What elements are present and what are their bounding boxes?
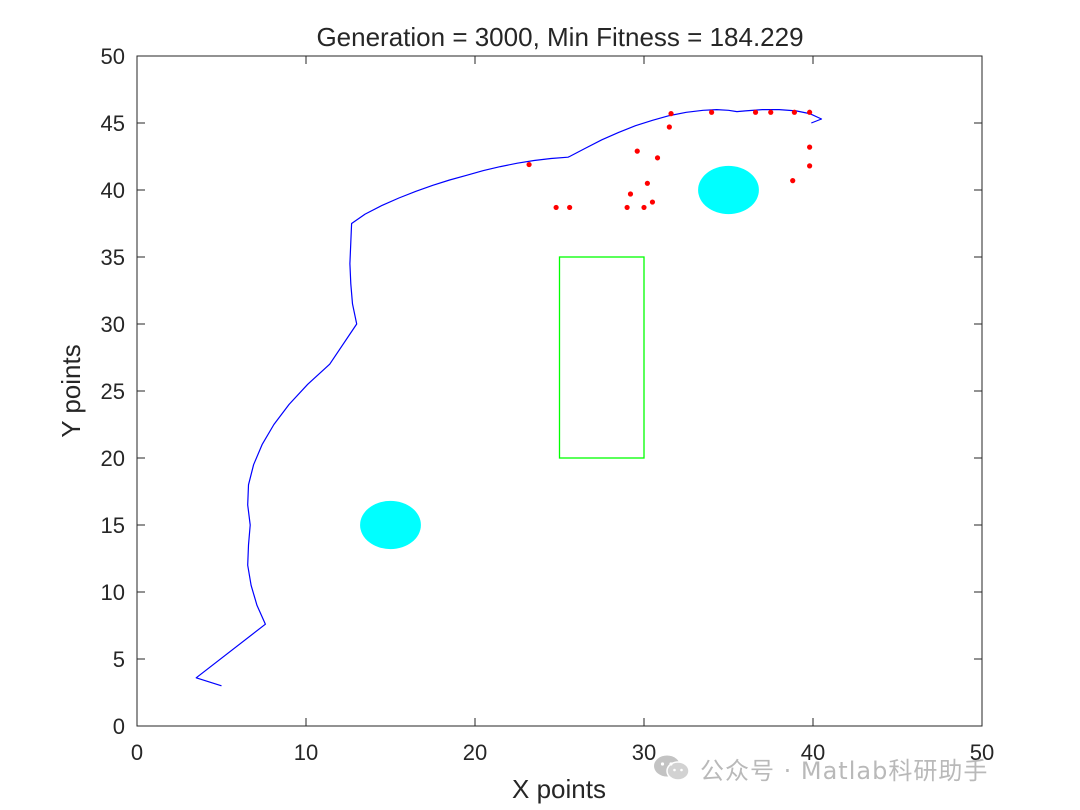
path-line: [195, 108, 823, 687]
y-tick-label: 30: [101, 312, 125, 337]
y-tick-label: 45: [101, 111, 125, 136]
waypoint-3: [567, 204, 573, 211]
y-tick-label: 25: [101, 379, 125, 404]
x-tick-label: 40: [801, 740, 825, 765]
obstacle-rectangle: [558, 256, 645, 459]
y-tick-label: 0: [113, 714, 125, 739]
point-layer: [526, 109, 813, 211]
y-tick-label: 15: [101, 513, 125, 538]
obstacle-layer: [360, 165, 759, 550]
path-layer: [195, 108, 823, 687]
waypoint-18: [807, 144, 813, 150]
y-tick-label: 20: [101, 446, 125, 471]
waypoint-15: [768, 109, 774, 115]
waypoint-6: [641, 204, 647, 211]
y-axis-label: Y points: [56, 344, 86, 437]
waypoint-1: [526, 161, 532, 168]
waypoint-14: [752, 109, 759, 115]
obstacle-circle-1: [360, 500, 421, 550]
waypoint-19: [807, 163, 813, 169]
x-tick-label: 30: [632, 740, 656, 765]
x-tick-label: 10: [294, 740, 318, 765]
waypoint-9: [634, 148, 640, 154]
waypoint-4: [624, 204, 630, 211]
x-tick-label: 0: [131, 740, 143, 765]
waypoint-20: [790, 178, 796, 184]
waypoint-11: [666, 124, 672, 130]
y-tick-label: 35: [101, 245, 125, 270]
chart-title: Generation = 3000, Min Fitness = 184.229: [316, 22, 803, 52]
waypoint-16: [791, 109, 798, 115]
waypoint-17: [807, 109, 813, 115]
waypoint-5: [627, 191, 634, 197]
y-axis: 0 5 10 15 20 25 30 35 40 45 50: [101, 44, 982, 739]
y-tick-label: 10: [101, 580, 125, 605]
waypoint-8: [644, 180, 650, 186]
x-axis-label: X points: [512, 774, 606, 804]
waypoint-13: [709, 109, 715, 115]
waypoint-2: [553, 204, 559, 211]
waypoint-10: [654, 155, 661, 161]
obstacle-circle-2: [698, 165, 759, 215]
y-tick-label: 40: [101, 178, 125, 203]
waypoint-7: [649, 199, 656, 205]
x-tick-label: 50: [970, 740, 994, 765]
y-tick-label: 5: [113, 647, 125, 672]
x-axis: 0 10 20 30 40 50: [131, 56, 994, 765]
waypoint-12: [668, 111, 674, 117]
x-tick-label: 20: [463, 740, 487, 765]
y-tick-label: 50: [101, 44, 125, 69]
